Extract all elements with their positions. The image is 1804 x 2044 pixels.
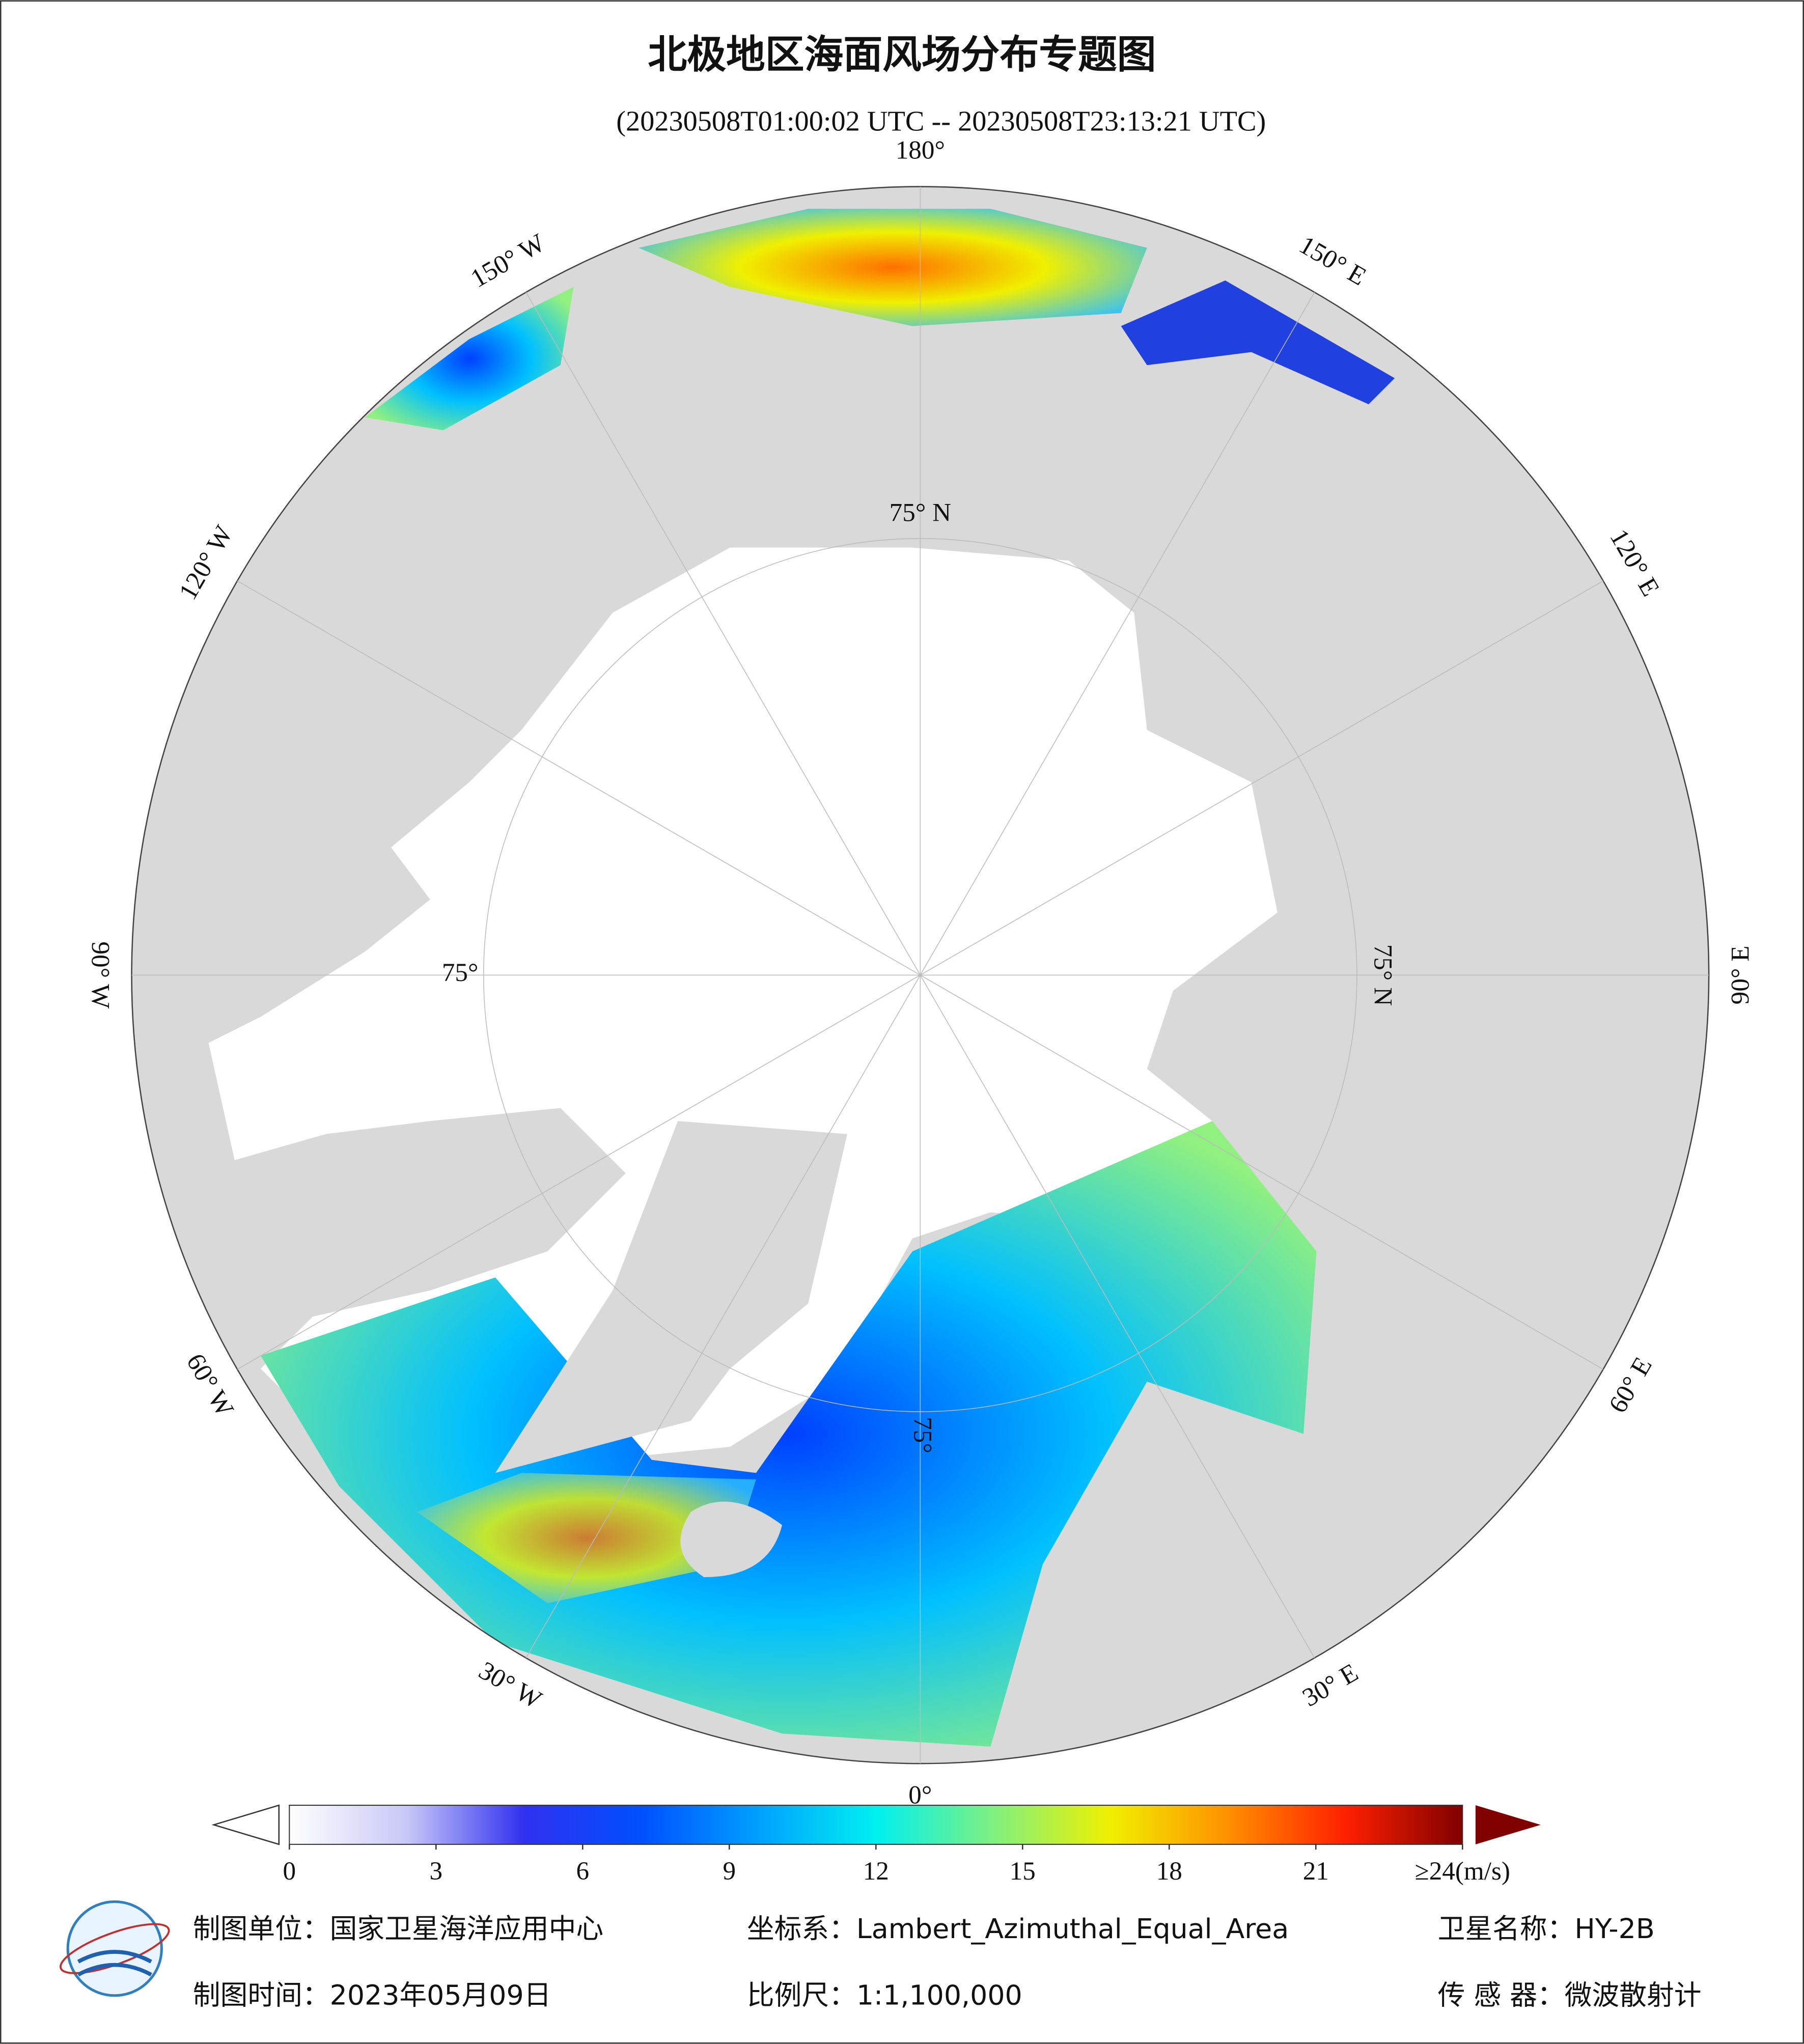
footer-satellite: 卫星名称：HY-2B bbox=[1438, 1913, 1655, 1945]
meridian bbox=[920, 974, 1604, 1370]
footer-scale: 比例尺：1:1,100,000 bbox=[747, 1979, 1022, 2011]
wind-field-okhotsk bbox=[1121, 280, 1395, 405]
longitude-label: 90° W bbox=[86, 941, 115, 1009]
meridian bbox=[525, 974, 921, 1659]
parallel bbox=[483, 538, 1357, 1412]
colorbar-under bbox=[211, 1804, 280, 1845]
longitude-label: 0° bbox=[908, 1780, 932, 1809]
longitude-label: 180° bbox=[896, 136, 945, 165]
logo bbox=[59, 1900, 170, 1997]
arctic-ocean bbox=[208, 547, 1278, 1486]
colorbar-tick-label: ≥24(m/s) bbox=[1415, 1857, 1510, 1886]
colorbar-tick-label: 21 bbox=[1303, 1857, 1329, 1886]
greenland bbox=[495, 1121, 847, 1473]
colorbar: 0 3 6 9 12 15 18 21 ≥24(m/s) bbox=[211, 1804, 1541, 1886]
latitude-label: 75° bbox=[908, 1417, 937, 1453]
wind-field-alaska bbox=[365, 287, 574, 431]
latitude-label: 75° N bbox=[1368, 944, 1397, 1006]
meridian bbox=[237, 580, 921, 976]
longitude-label: 90° E bbox=[1726, 945, 1755, 1004]
wind-field-bering bbox=[639, 209, 1147, 326]
wind-field-greenland bbox=[417, 1473, 756, 1604]
colorbar-tick-label: 3 bbox=[430, 1857, 443, 1886]
colorbar-tick-label: 12 bbox=[863, 1857, 889, 1886]
footer-crs: 坐标系：Lambert_Azimuthal_Equal_Area bbox=[747, 1913, 1289, 1945]
colorbar-over bbox=[1475, 1805, 1541, 1844]
colorbar-tick-label: 15 bbox=[1010, 1857, 1036, 1886]
meridian bbox=[237, 974, 921, 1370]
colorbar-tick-label: 6 bbox=[576, 1857, 590, 1886]
meridian bbox=[920, 292, 1315, 975]
latitude-label: 75° N bbox=[890, 498, 951, 527]
footer-sensor: 传 感 器：微波散射计 bbox=[1438, 1979, 1702, 2011]
wind-field-atlantic bbox=[260, 1121, 1317, 1747]
footer-date: 制图时间：2023年05月09日 bbox=[193, 1979, 551, 2011]
latitude-label: 75° bbox=[442, 958, 479, 987]
colorbar-tick-label: 18 bbox=[1156, 1857, 1182, 1886]
subtitle: (20230508T01:00:02 UTC -- 20230508T23:13… bbox=[616, 105, 1266, 137]
title: 北极地区海面风场分布专题图 bbox=[648, 33, 1156, 78]
meridian bbox=[525, 292, 921, 975]
iceland bbox=[680, 1501, 782, 1578]
colorbar-tick-label: 0 bbox=[283, 1857, 296, 1886]
footer-unit: 制图单位：国家卫星海洋应用中心 bbox=[193, 1913, 603, 1945]
colorbar-tick-label: 9 bbox=[723, 1857, 736, 1886]
meridian bbox=[920, 974, 1315, 1659]
meridian bbox=[920, 580, 1604, 976]
colorbar-ramp bbox=[289, 1805, 1463, 1845]
